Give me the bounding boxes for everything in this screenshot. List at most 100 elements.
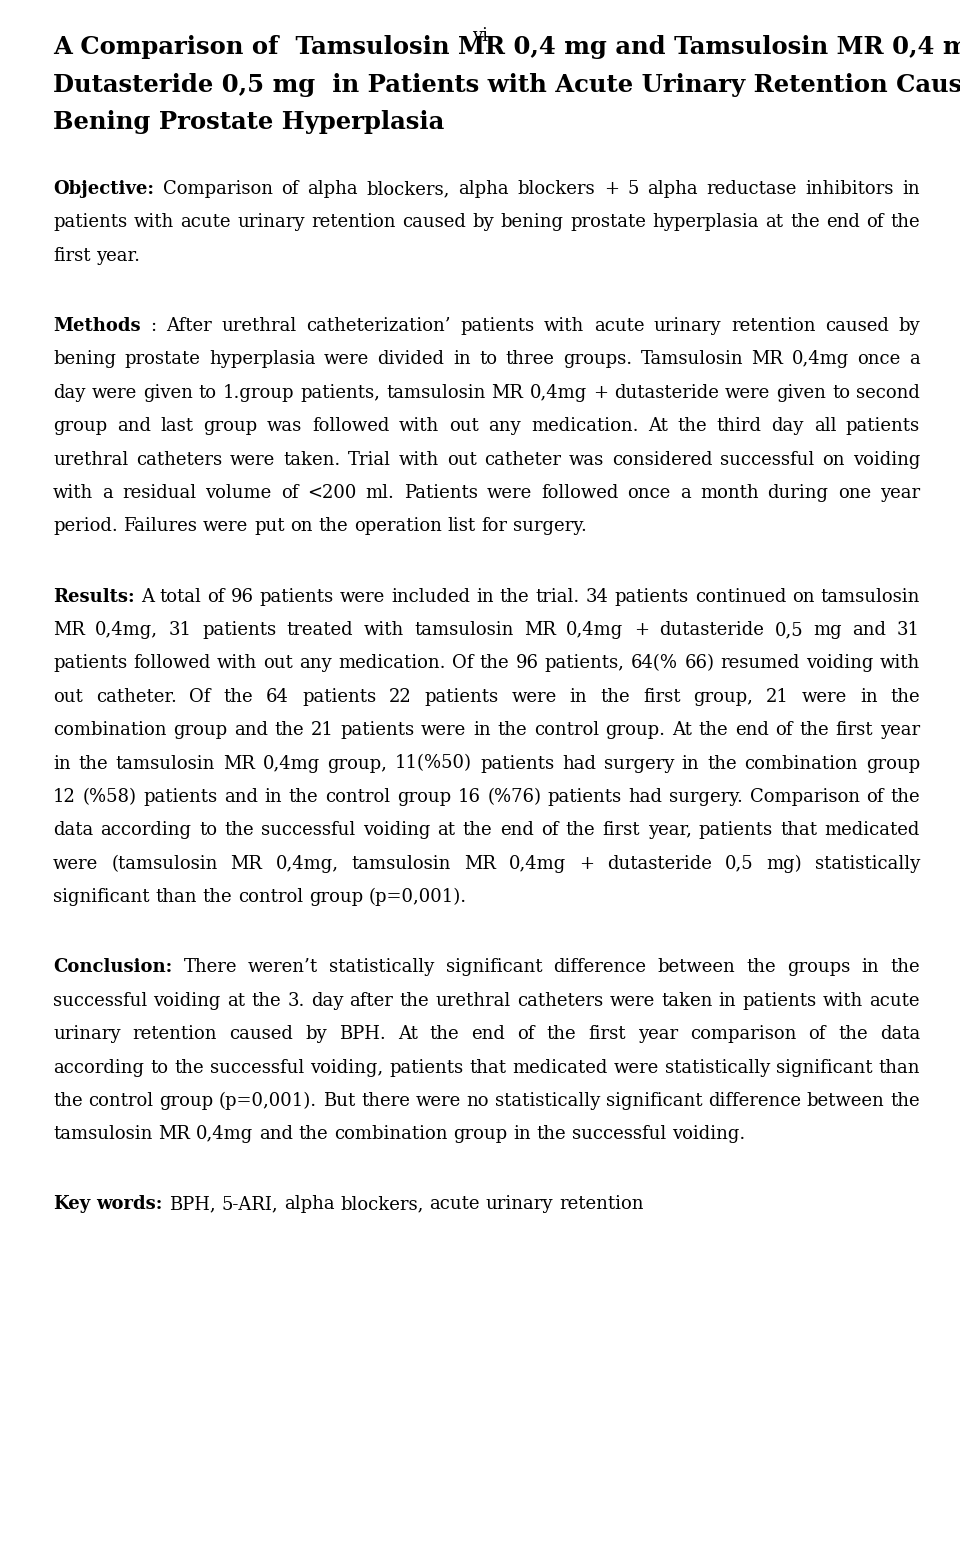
Text: end: end (735, 721, 769, 740)
Text: (tamsulosin: (tamsulosin (111, 855, 218, 873)
Text: day: day (311, 991, 344, 1010)
Text: successful: successful (720, 451, 815, 468)
Text: the: the (600, 688, 630, 706)
Text: retention: retention (311, 214, 396, 231)
Text: surgery: surgery (604, 754, 674, 773)
Text: and: and (224, 788, 258, 805)
Text: put: put (254, 517, 284, 535)
Text: 21: 21 (766, 688, 789, 706)
Text: At: At (672, 721, 692, 740)
Text: acute: acute (429, 1196, 480, 1213)
Text: urethral: urethral (436, 991, 511, 1010)
Text: divided: divided (377, 350, 444, 368)
Text: of: of (867, 214, 884, 231)
Text: 0,4mg: 0,4mg (792, 350, 849, 368)
Text: the: the (537, 1125, 566, 1143)
Text: 22: 22 (389, 688, 412, 706)
Text: dutasteride: dutasteride (607, 855, 711, 873)
Text: groups.: groups. (563, 350, 632, 368)
Text: blockers,: blockers, (340, 1196, 423, 1213)
Text: than: than (156, 888, 197, 905)
Text: tamsulosin: tamsulosin (821, 587, 920, 606)
Text: between: between (658, 958, 735, 976)
Text: difference: difference (708, 1091, 802, 1110)
Text: with: with (544, 317, 584, 336)
Text: to: to (150, 1058, 168, 1077)
Text: After: After (166, 317, 211, 336)
Text: weren’t: weren’t (248, 958, 318, 976)
Text: the: the (399, 991, 429, 1010)
Text: :: : (150, 317, 156, 336)
Text: 5-ARI,: 5-ARI, (222, 1196, 278, 1213)
Text: Conclusion:: Conclusion: (53, 958, 172, 976)
Text: words:: words: (97, 1196, 163, 1213)
Text: surgery.: surgery. (669, 788, 743, 805)
Text: Of: Of (189, 688, 211, 706)
Text: first: first (603, 821, 640, 840)
Text: Key: Key (53, 1196, 90, 1213)
Text: urethral: urethral (53, 451, 129, 468)
Text: of: of (541, 821, 559, 840)
Text: caused: caused (402, 214, 467, 231)
Text: voiding: voiding (852, 451, 920, 468)
Text: group: group (159, 1091, 213, 1110)
Text: followed: followed (541, 484, 618, 503)
Text: out: out (263, 654, 293, 673)
Text: dutasteride: dutasteride (613, 384, 719, 401)
Text: of: of (281, 484, 299, 503)
Text: urinary: urinary (654, 317, 721, 336)
Text: 0,4mg,: 0,4mg, (276, 855, 338, 873)
Text: with: with (823, 991, 863, 1010)
Text: medication.: medication. (338, 654, 445, 673)
Text: continued: continued (695, 587, 786, 606)
Text: year: year (880, 484, 920, 503)
Text: year: year (638, 1026, 678, 1043)
Text: catheters: catheters (136, 451, 222, 468)
Text: and: and (259, 1125, 293, 1143)
Text: prostate: prostate (570, 214, 646, 231)
Text: of: of (207, 587, 225, 606)
Text: the: the (252, 991, 281, 1010)
Text: control: control (534, 721, 599, 740)
Text: given: given (776, 384, 826, 401)
Text: MR: MR (53, 621, 84, 638)
Text: urethral: urethral (221, 317, 297, 336)
Text: and: and (117, 417, 151, 436)
Text: alpha: alpha (647, 180, 698, 198)
Text: between: between (806, 1091, 884, 1110)
Text: patients: patients (460, 317, 535, 336)
Text: +: + (579, 855, 594, 873)
Text: in: in (265, 788, 282, 805)
Text: ml.: ml. (366, 484, 395, 503)
Text: the: the (319, 517, 348, 535)
Text: third: third (717, 417, 762, 436)
Text: on: on (290, 517, 313, 535)
Text: blockers: blockers (517, 180, 595, 198)
Text: 0,5: 0,5 (775, 621, 804, 638)
Text: that: that (780, 821, 817, 840)
Text: were: were (610, 991, 655, 1010)
Text: once: once (628, 484, 671, 503)
Text: 66): 66) (684, 654, 714, 673)
Text: 31: 31 (897, 621, 920, 638)
Text: medication.: medication. (531, 417, 638, 436)
Text: comparison: comparison (690, 1026, 797, 1043)
Text: the: the (546, 1026, 576, 1043)
Text: group: group (53, 417, 108, 436)
Text: Dutasteride 0,5 mg  in Patients with Acute Urinary Retention Caused by: Dutasteride 0,5 mg in Patients with Acut… (53, 73, 960, 97)
Text: prostate: prostate (125, 350, 201, 368)
Text: in: in (513, 1125, 531, 1143)
Text: successful: successful (53, 991, 147, 1010)
Text: Comparison: Comparison (162, 180, 273, 198)
Text: to: to (479, 350, 497, 368)
Text: 0,4mg: 0,4mg (509, 855, 565, 873)
Text: with: with (364, 621, 404, 638)
Text: combination: combination (53, 721, 166, 740)
Text: on: on (792, 587, 815, 606)
Text: Objective:: Objective: (53, 180, 154, 198)
Text: in: in (861, 958, 879, 976)
Text: followed: followed (312, 417, 390, 436)
Text: patients: patients (699, 821, 773, 840)
Text: patients,: patients, (545, 654, 625, 673)
Text: the: the (699, 721, 729, 740)
